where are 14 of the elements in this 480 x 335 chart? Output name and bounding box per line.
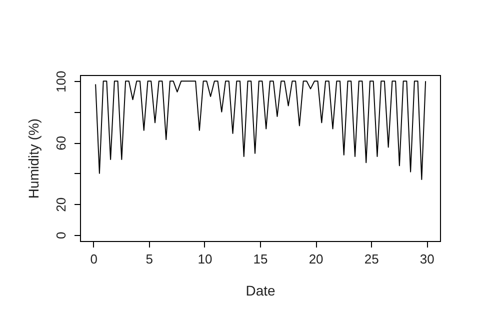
x-tick-label: 5 xyxy=(146,252,154,266)
y-axis-title: Humidity (%) xyxy=(26,118,42,199)
y-tick-label: 100 xyxy=(54,70,68,92)
x-tick-label: 0 xyxy=(90,252,98,266)
y-tick-label: 20 xyxy=(54,197,68,212)
x-tick-label: 25 xyxy=(364,252,379,266)
x-tick-label: 15 xyxy=(253,252,268,266)
x-axis-title: Date xyxy=(246,282,276,298)
line-series xyxy=(95,80,426,180)
x-tick-label: 10 xyxy=(198,252,212,266)
y-tick-label: 0 xyxy=(54,232,68,239)
y-tick-label: 60 xyxy=(54,136,68,150)
x-tick-label: 30 xyxy=(420,252,434,266)
x-tick-label: 20 xyxy=(308,252,324,266)
